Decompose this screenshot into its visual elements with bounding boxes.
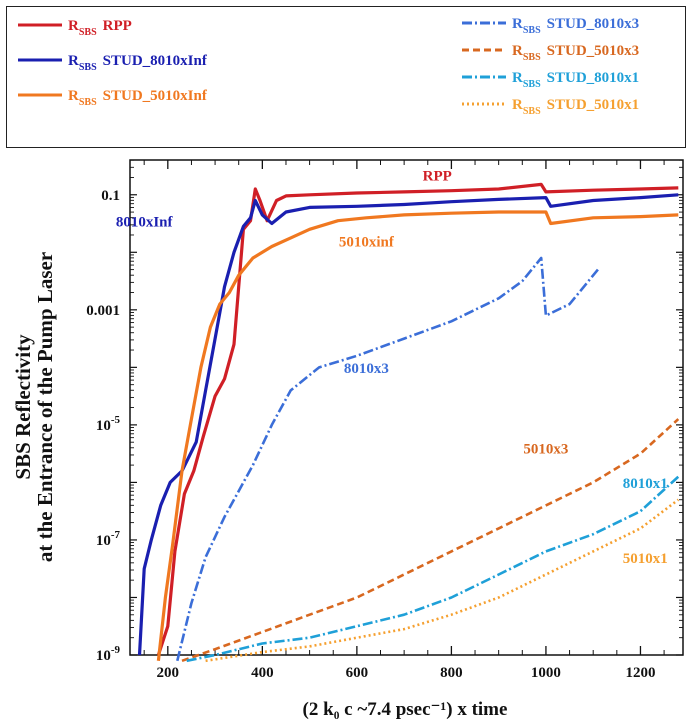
x-tick-label: 400 [251,665,274,681]
series-lines [137,182,680,663]
series-line-0 [156,182,679,656]
series-line-5 [186,475,680,663]
axis-ticks: 200 400 600 800 1000 1200 0.1 0.001 10-5 10-7 10-9 [86,159,683,681]
series-line-4 [181,418,680,663]
x-axis-label: (2 k₀ c ~7.4 psec⁻¹) x time [303,699,508,720]
legend: RSBS RPP RSBS STUD_8010xInf RSBS STUD_5010xIn… [18,16,639,117]
series-annotation: 5010x3 [523,442,568,458]
y-tick-label: 0.1 [101,188,120,204]
legend-label: RSBS STUD_8010xInf [68,53,208,73]
y-axis-label-line2: at the Entrance of the Pump Laser [33,252,57,562]
series-annotation: 8010x1 [623,476,668,492]
legend-label: RSBS STUD_5010xInf [68,88,208,108]
annotations: RPP 8010xInf 5010xinf 8010x3 5010x3 8010x1 501… [116,168,668,567]
x-tick-label: 800 [440,665,463,681]
x-tick-label: 1000 [531,665,561,681]
legend-label: RSBS STUD_5010x1 [512,97,639,117]
x-tick-label: 200 [157,665,180,681]
series-line-2 [156,210,679,661]
legend-label: RSBS STUD_8010x1 [512,70,639,90]
series-line-6 [205,498,680,663]
legend-box [6,6,686,148]
legend-label: RSBS RPP [68,18,132,38]
x-axis-label-text: (2 k₀ c ~7.4 psec⁻¹) x time [303,699,508,720]
series-annotation: 8010x3 [344,361,389,377]
series-annotation: 8010xInf [116,214,174,230]
y-tick-label: 10-9 [96,644,121,664]
series-annotation: RPP [423,168,452,184]
y-tick-label: 10-7 [96,529,121,549]
y-tick-label: 10-5 [96,414,121,434]
y-tick-label: 0.001 [86,303,120,319]
series-line-1 [137,193,679,656]
y-axis-label-line1: SBS Reflectivity [11,334,35,480]
series-line-3 [176,256,599,662]
x-tick-label: 600 [346,665,369,681]
legend-label: RSBS STUD_5010x3 [512,43,639,63]
legend-label: RSBS STUD_8010x3 [512,16,639,36]
series-annotation: 5010x1 [623,551,668,567]
series-annotation: 5010xinf [339,235,395,251]
x-tick-label: 1200 [625,665,655,681]
